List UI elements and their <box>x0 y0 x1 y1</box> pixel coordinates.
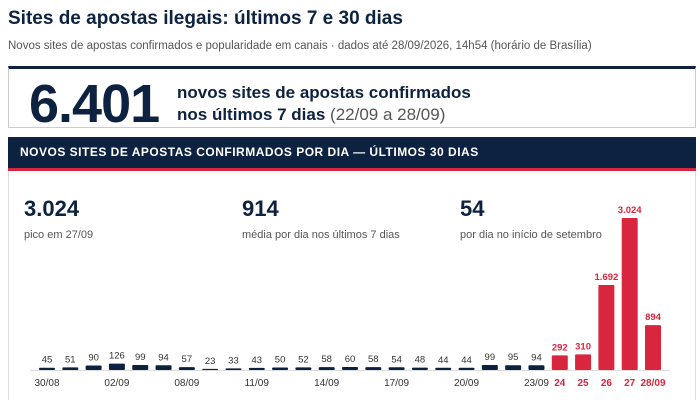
x-tick-label: 27 <box>624 378 636 389</box>
value-label: 54 <box>391 354 402 365</box>
value-label: 3.024 <box>618 205 642 216</box>
value-label: 60 <box>345 354 356 365</box>
kpi-line: novos sites de apostas confirmados <box>177 83 471 102</box>
x-tick-label: 25 <box>578 378 590 389</box>
value-label: 43 <box>251 355 262 366</box>
section-banner: NOVOS SITES DE APOSTAS CONFIRMADOS POR D… <box>8 137 696 171</box>
x-tick-label: 20/09 <box>454 378 479 389</box>
value-label: 90 <box>88 352 99 363</box>
value-label: 58 <box>368 354 379 365</box>
value-label: 94 <box>158 352 169 363</box>
value-label: 99 <box>485 352 496 363</box>
x-tick-label: 11/09 <box>245 378 270 389</box>
x-tick-label: 26 <box>601 378 613 389</box>
stat-value: 3.024 <box>24 196 80 221</box>
x-tick-label: 23/09 <box>524 378 549 389</box>
stat-label: pico em 27/09 <box>24 229 94 241</box>
bar <box>62 367 79 370</box>
value-label: 44 <box>438 355 449 366</box>
bar <box>132 365 149 370</box>
bar <box>411 367 428 370</box>
bar <box>39 367 55 370</box>
bar <box>178 367 195 370</box>
bar <box>598 284 615 370</box>
page-subtitle: Novos sites de apostas confirmados e pop… <box>8 40 592 52</box>
value-label: 52 <box>298 354 309 365</box>
value-label: 45 <box>42 355 53 366</box>
value-label: 48 <box>415 355 426 366</box>
kpi-line: nos últimos 7 dias (22/09 a 28/09) <box>177 105 445 125</box>
value-label: 310 <box>575 341 591 352</box>
bar <box>342 366 358 370</box>
bar <box>365 367 382 370</box>
bar <box>295 367 312 370</box>
value-label: 57 <box>182 354 193 365</box>
kpi-line: nos últimos 7 dias <box>177 105 326 124</box>
bar <box>528 365 545 370</box>
bar <box>458 367 475 370</box>
stat-value: 54 <box>460 196 485 221</box>
bar <box>272 367 289 370</box>
value-label: 51 <box>65 354 76 365</box>
x-tick-label: 02/09 <box>104 378 129 389</box>
bar <box>645 325 661 370</box>
stat-label: por dia no início de setembro <box>460 229 602 241</box>
value-label: 23 <box>205 356 216 367</box>
x-tick-label: 17/09 <box>384 378 409 389</box>
kpi-number: 6.401 <box>29 74 160 134</box>
value-label: 95 <box>508 352 519 363</box>
value-label: 94 <box>531 352 542 363</box>
value-label: 1.692 <box>594 272 618 283</box>
chart-panel <box>8 171 696 400</box>
bar <box>108 363 125 370</box>
x-tick-label: 14/09 <box>314 378 339 389</box>
bar <box>85 365 102 370</box>
bar <box>248 367 265 370</box>
stat-value: 914 <box>242 196 279 221</box>
x-tick-label: 30/08 <box>34 378 59 389</box>
stat-label: média por dia nos últimos 7 dias <box>242 229 400 241</box>
value-label: 894 <box>645 312 662 323</box>
bar <box>435 367 452 370</box>
page-title: Sites de apostas ilegais: últimos 7 e 30… <box>8 8 403 29</box>
bar <box>575 354 592 370</box>
value-label: 99 <box>135 352 146 363</box>
value-label: 44 <box>461 355 472 366</box>
bar <box>318 367 335 370</box>
bar <box>551 355 568 370</box>
kpi-range: (22/09 a 28/09) <box>330 105 446 124</box>
bar <box>388 367 405 370</box>
value-label: 33 <box>228 355 239 366</box>
bar <box>225 368 242 370</box>
bar <box>155 365 172 370</box>
value-label: 58 <box>321 354 332 365</box>
bar <box>621 218 638 370</box>
kpi-card: 6.401 novos sites de apostas confirmados… <box>8 66 696 134</box>
x-tick-label: 28/09 <box>640 378 665 389</box>
x-tick-label: 24 <box>554 378 566 389</box>
bar <box>481 365 498 370</box>
value-label: 126 <box>109 351 125 362</box>
value-label: 292 <box>552 342 568 353</box>
bar <box>505 365 522 370</box>
x-tick-label: 08/09 <box>174 378 199 389</box>
bar <box>202 368 219 370</box>
value-label: 50 <box>275 354 286 365</box>
